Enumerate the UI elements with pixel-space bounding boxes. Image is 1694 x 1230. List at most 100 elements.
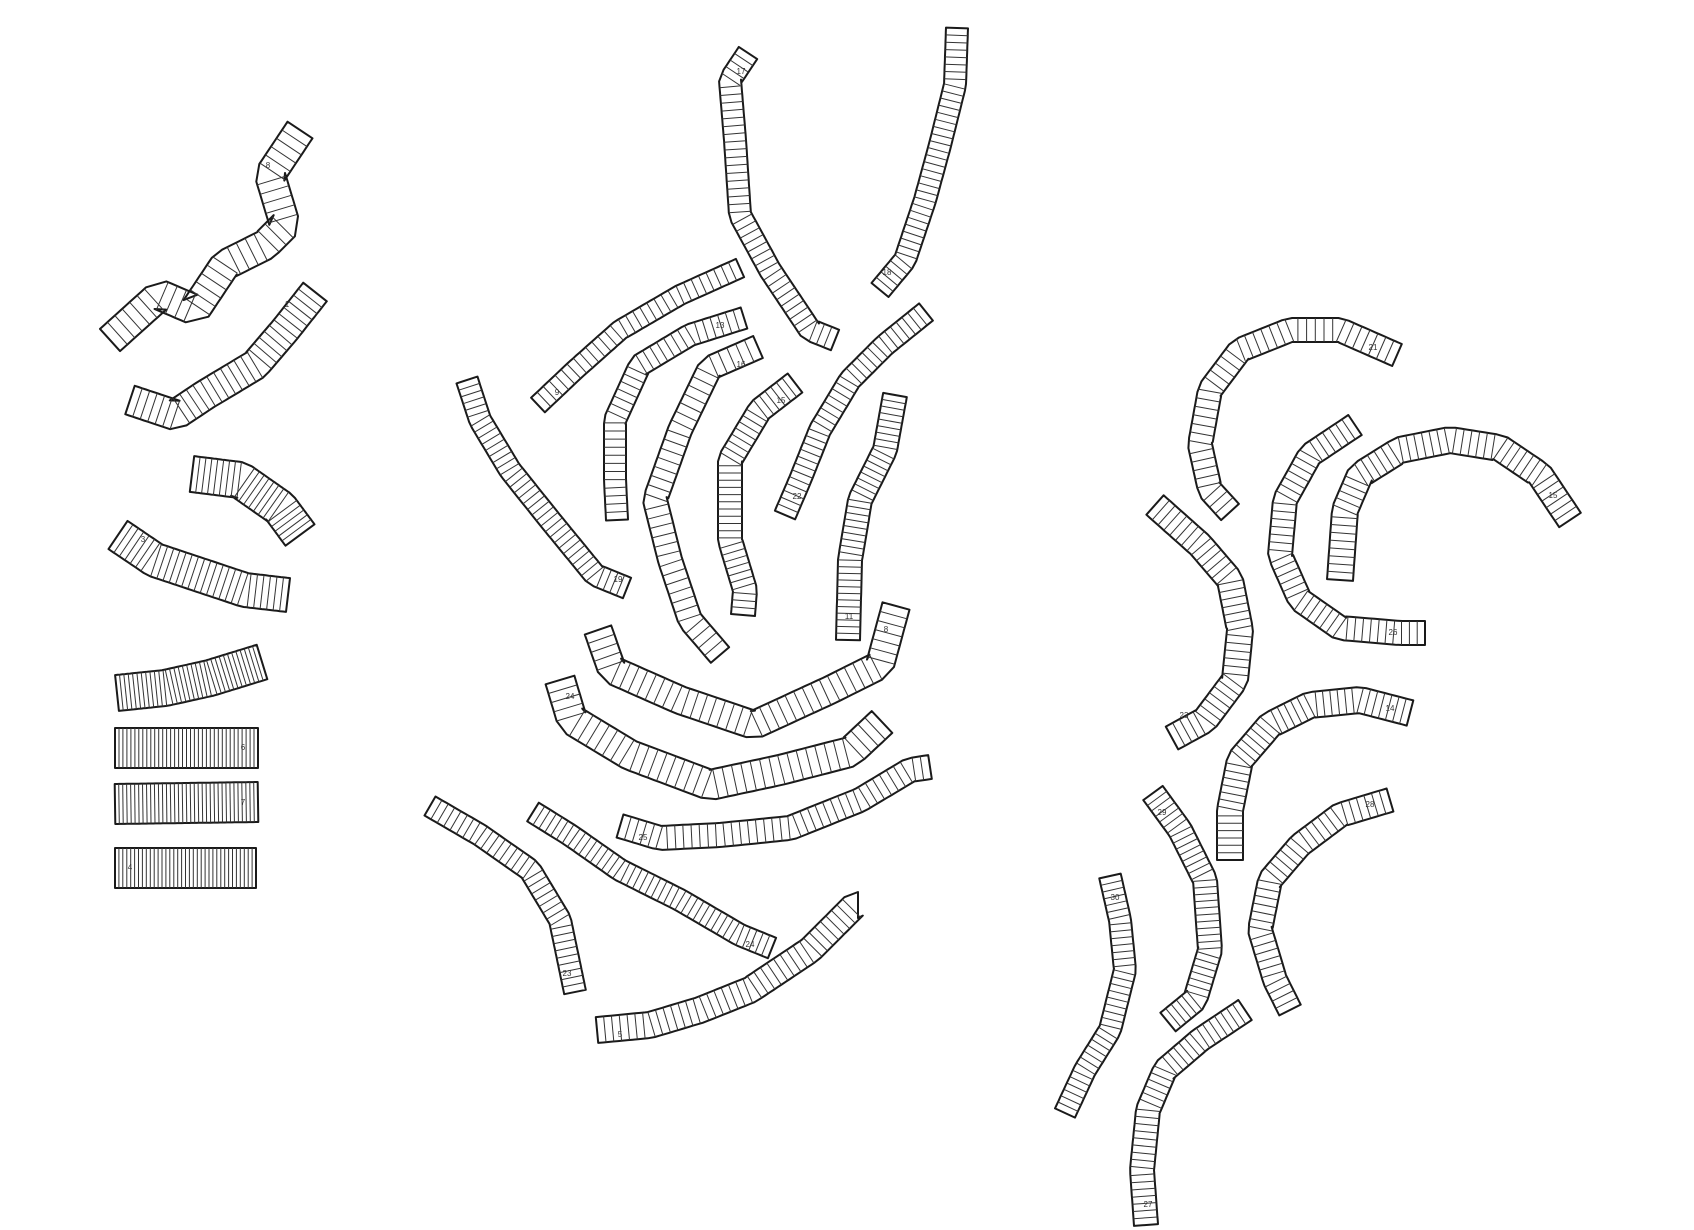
strip-rung: [1169, 515, 1188, 536]
strip-rung: [1195, 1027, 1211, 1049]
strip-rung: [1102, 886, 1124, 893]
strip-rung: [603, 1016, 607, 1043]
strip-rung: [795, 750, 805, 780]
strip-piece[interactable]: 28: [1247, 787, 1395, 1017]
strip-rung: [205, 782, 208, 823]
strip-piece[interactable]: 4: [114, 847, 257, 889]
strip-piece[interactable]: [835, 391, 908, 642]
strip-rung: [656, 342, 669, 362]
strip-rung: [623, 373, 645, 384]
strip-piece[interactable]: 15: [1326, 426, 1582, 582]
strip-rung: [719, 85, 742, 89]
strip-piece[interactable]: 1: [124, 281, 328, 431]
strip-rung: [726, 347, 737, 370]
strip-piece[interactable]: [114, 643, 269, 712]
strip-rung: [1225, 348, 1246, 364]
strip-piece[interactable]: 21: [1187, 317, 1403, 522]
strip-rung: [222, 654, 235, 690]
strip-piece[interactable]: 27: [1129, 999, 1253, 1227]
strip-rung: [1251, 910, 1276, 916]
strip-rung: [1243, 335, 1254, 358]
strip-rung: [158, 670, 163, 707]
strip-rung: [746, 820, 751, 845]
strip-piece[interactable]: 6: [114, 727, 259, 769]
strip-rung: [683, 282, 693, 301]
strip-rung: [1163, 510, 1182, 531]
strip-rung: [267, 499, 298, 523]
strip-rung: [872, 447, 895, 460]
strip-rung: [265, 204, 295, 214]
strip-piece[interactable]: 23: [423, 795, 587, 996]
strip-rung: [1490, 434, 1496, 460]
strip-piece[interactable]: 24: [526, 801, 778, 960]
strip-rung: [682, 824, 685, 849]
strip-rung: [880, 405, 905, 411]
strip-rung: [942, 90, 964, 97]
strip-rung: [669, 887, 680, 908]
strip-rung: [905, 223, 927, 232]
strip-rung: [692, 900, 705, 921]
strip-rung: [1342, 482, 1367, 494]
strip-rung: [1063, 1088, 1085, 1100]
strip-piece[interactable]: 30: [1054, 872, 1137, 1119]
strip-rung: [238, 471, 260, 502]
strip-number-label: 18: [883, 268, 892, 277]
strip-rung: [688, 384, 711, 397]
strip-piece[interactable]: 3: [107, 519, 291, 613]
strip-piece[interactable]: 5: [594, 891, 864, 1044]
strip-rung: [723, 554, 748, 563]
strip-rung: [199, 560, 212, 594]
strip-piece[interactable]: 9: [530, 257, 746, 414]
strip-piece[interactable]: 19: [455, 375, 633, 600]
strip-rung: [1245, 733, 1266, 751]
strip-piece[interactable]: 22: [773, 302, 934, 521]
strip-piece[interactable]: 29: [1142, 784, 1223, 1033]
strip-piece[interactable]: 26: [1267, 414, 1426, 646]
strip-rung: [1270, 709, 1283, 734]
strip-piece[interactable]: 25: [615, 754, 933, 851]
strip-piece[interactable]: 17: [718, 45, 841, 352]
strip-rung: [1193, 892, 1219, 896]
strip-rung: [734, 52, 754, 67]
strip-rung: [1299, 595, 1315, 616]
strip-outline: [1129, 999, 1253, 1227]
strip-rung: [1197, 947, 1222, 950]
strip-piece[interactable]: 13: [603, 306, 749, 522]
strip-piece[interactable]: 8: [99, 120, 314, 353]
strip-piece[interactable]: 16: [642, 335, 764, 664]
strip-rung: [690, 278, 700, 298]
strip-rung: [1060, 1095, 1082, 1106]
strip-rung: [898, 244, 920, 253]
strip-rung: [735, 981, 746, 1007]
strip-rung: [700, 769, 713, 798]
strip-piece[interactable]: 18: [870, 26, 969, 298]
strip-piece[interactable]: [188, 455, 316, 547]
strip-piece[interactable]: 14: [1216, 686, 1415, 861]
strip-rung: [1254, 947, 1279, 956]
strip-rung: [585, 719, 602, 747]
strip-rung: [195, 456, 201, 493]
strip-rung: [1142, 1091, 1165, 1103]
strip-piece[interactable]: 23: [1145, 494, 1254, 751]
strip-rung: [720, 452, 742, 466]
strip-rung: [226, 246, 242, 275]
strip-piece[interactable]: 15: [717, 372, 804, 617]
strip-rung: [1192, 964, 1217, 972]
strip-rung: [430, 799, 443, 820]
strip-rung: [632, 310, 643, 329]
strip-rung: [781, 377, 797, 398]
strip-rung: [169, 668, 178, 704]
strip-rung: [1112, 950, 1135, 954]
strip-rung: [623, 816, 632, 840]
strip-piece[interactable]: 8: [583, 601, 911, 739]
strip-piece[interactable]: 7: [113, 781, 260, 825]
strip-rung: [609, 572, 619, 593]
strip-rung: [707, 697, 718, 725]
strip-rung: [759, 967, 776, 990]
strip-piece[interactable]: 24: [544, 674, 894, 801]
strip-rung: [912, 307, 928, 326]
strip-rung: [1186, 531, 1205, 552]
strip-rung: [638, 871, 649, 892]
strip-rung: [879, 412, 904, 418]
strip-rung: [738, 820, 742, 845]
